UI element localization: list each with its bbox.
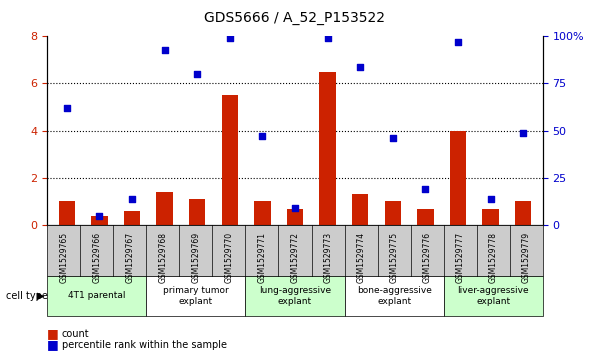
Text: percentile rank within the sample: percentile rank within the sample [62, 340, 227, 350]
Text: GSM1529769: GSM1529769 [191, 232, 201, 284]
Bar [222, 95, 238, 225]
Text: GSM1529772: GSM1529772 [290, 232, 300, 283]
Bar [58, 201, 75, 225]
Point [160, 46, 169, 52]
Text: GSM1529767: GSM1529767 [125, 232, 135, 284]
Text: GSM1529770: GSM1529770 [224, 232, 234, 284]
Text: count: count [62, 329, 90, 339]
Bar [319, 72, 336, 225]
Text: ■: ■ [47, 327, 59, 340]
Text: ▶: ▶ [37, 291, 44, 301]
Point [258, 134, 267, 139]
Point [323, 35, 332, 41]
Text: GSM1529765: GSM1529765 [59, 232, 68, 284]
Bar [287, 208, 303, 225]
Point [62, 105, 71, 111]
Point [94, 213, 104, 219]
Bar [352, 195, 368, 225]
Bar [483, 208, 499, 225]
Point [421, 186, 430, 192]
Text: GSM1529779: GSM1529779 [522, 232, 531, 284]
Point [453, 39, 463, 45]
Text: GSM1529771: GSM1529771 [257, 232, 267, 283]
Bar [124, 211, 140, 225]
Text: 4T1 parental: 4T1 parental [68, 291, 126, 300]
Point [388, 135, 398, 141]
Point [356, 64, 365, 69]
Text: ■: ■ [47, 338, 59, 351]
Text: GDS5666 / A_52_P153522: GDS5666 / A_52_P153522 [205, 11, 385, 25]
Bar [189, 199, 205, 225]
Bar [450, 131, 466, 225]
Point [519, 130, 528, 135]
Point [486, 196, 496, 201]
Text: GSM1529773: GSM1529773 [323, 232, 333, 284]
Text: primary tumor
explant: primary tumor explant [163, 286, 229, 306]
Text: GSM1529766: GSM1529766 [92, 232, 101, 284]
Bar [385, 201, 401, 225]
Point [127, 196, 137, 201]
Text: GSM1529768: GSM1529768 [158, 232, 168, 283]
Bar [254, 201, 271, 225]
Text: GSM1529774: GSM1529774 [356, 232, 366, 284]
Text: lung-aggressive
explant: lung-aggressive explant [259, 286, 331, 306]
Text: GSM1529777: GSM1529777 [455, 232, 465, 284]
Point [290, 205, 300, 211]
Text: liver-aggressive
explant: liver-aggressive explant [457, 286, 529, 306]
Point [192, 71, 202, 77]
Bar [91, 216, 107, 225]
Text: GSM1529778: GSM1529778 [489, 232, 498, 283]
Bar [417, 208, 434, 225]
Bar [515, 201, 532, 225]
Text: cell type: cell type [6, 291, 48, 301]
Text: GSM1529775: GSM1529775 [389, 232, 399, 284]
Text: GSM1529776: GSM1529776 [422, 232, 432, 284]
Point [225, 35, 234, 41]
Text: bone-aggressive
explant: bone-aggressive explant [357, 286, 431, 306]
Bar [156, 192, 173, 225]
